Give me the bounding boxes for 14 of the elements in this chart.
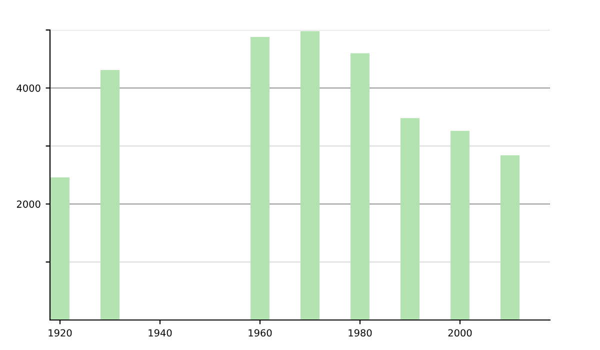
bar xyxy=(350,53,370,320)
x-tick-label: 1960 xyxy=(248,329,272,337)
bar xyxy=(400,118,420,320)
bar xyxy=(300,31,320,320)
bar xyxy=(50,177,70,320)
x-tick-label: 1940 xyxy=(148,329,172,337)
y-tick-label: 4000 xyxy=(16,84,40,92)
x-tick-label: 1980 xyxy=(348,329,372,337)
bar xyxy=(500,155,520,320)
x-tick-label: 1920 xyxy=(48,329,72,337)
x-tick-label: 2000 xyxy=(448,329,472,337)
bar xyxy=(250,36,270,320)
bar xyxy=(100,70,120,320)
bar xyxy=(450,130,470,320)
